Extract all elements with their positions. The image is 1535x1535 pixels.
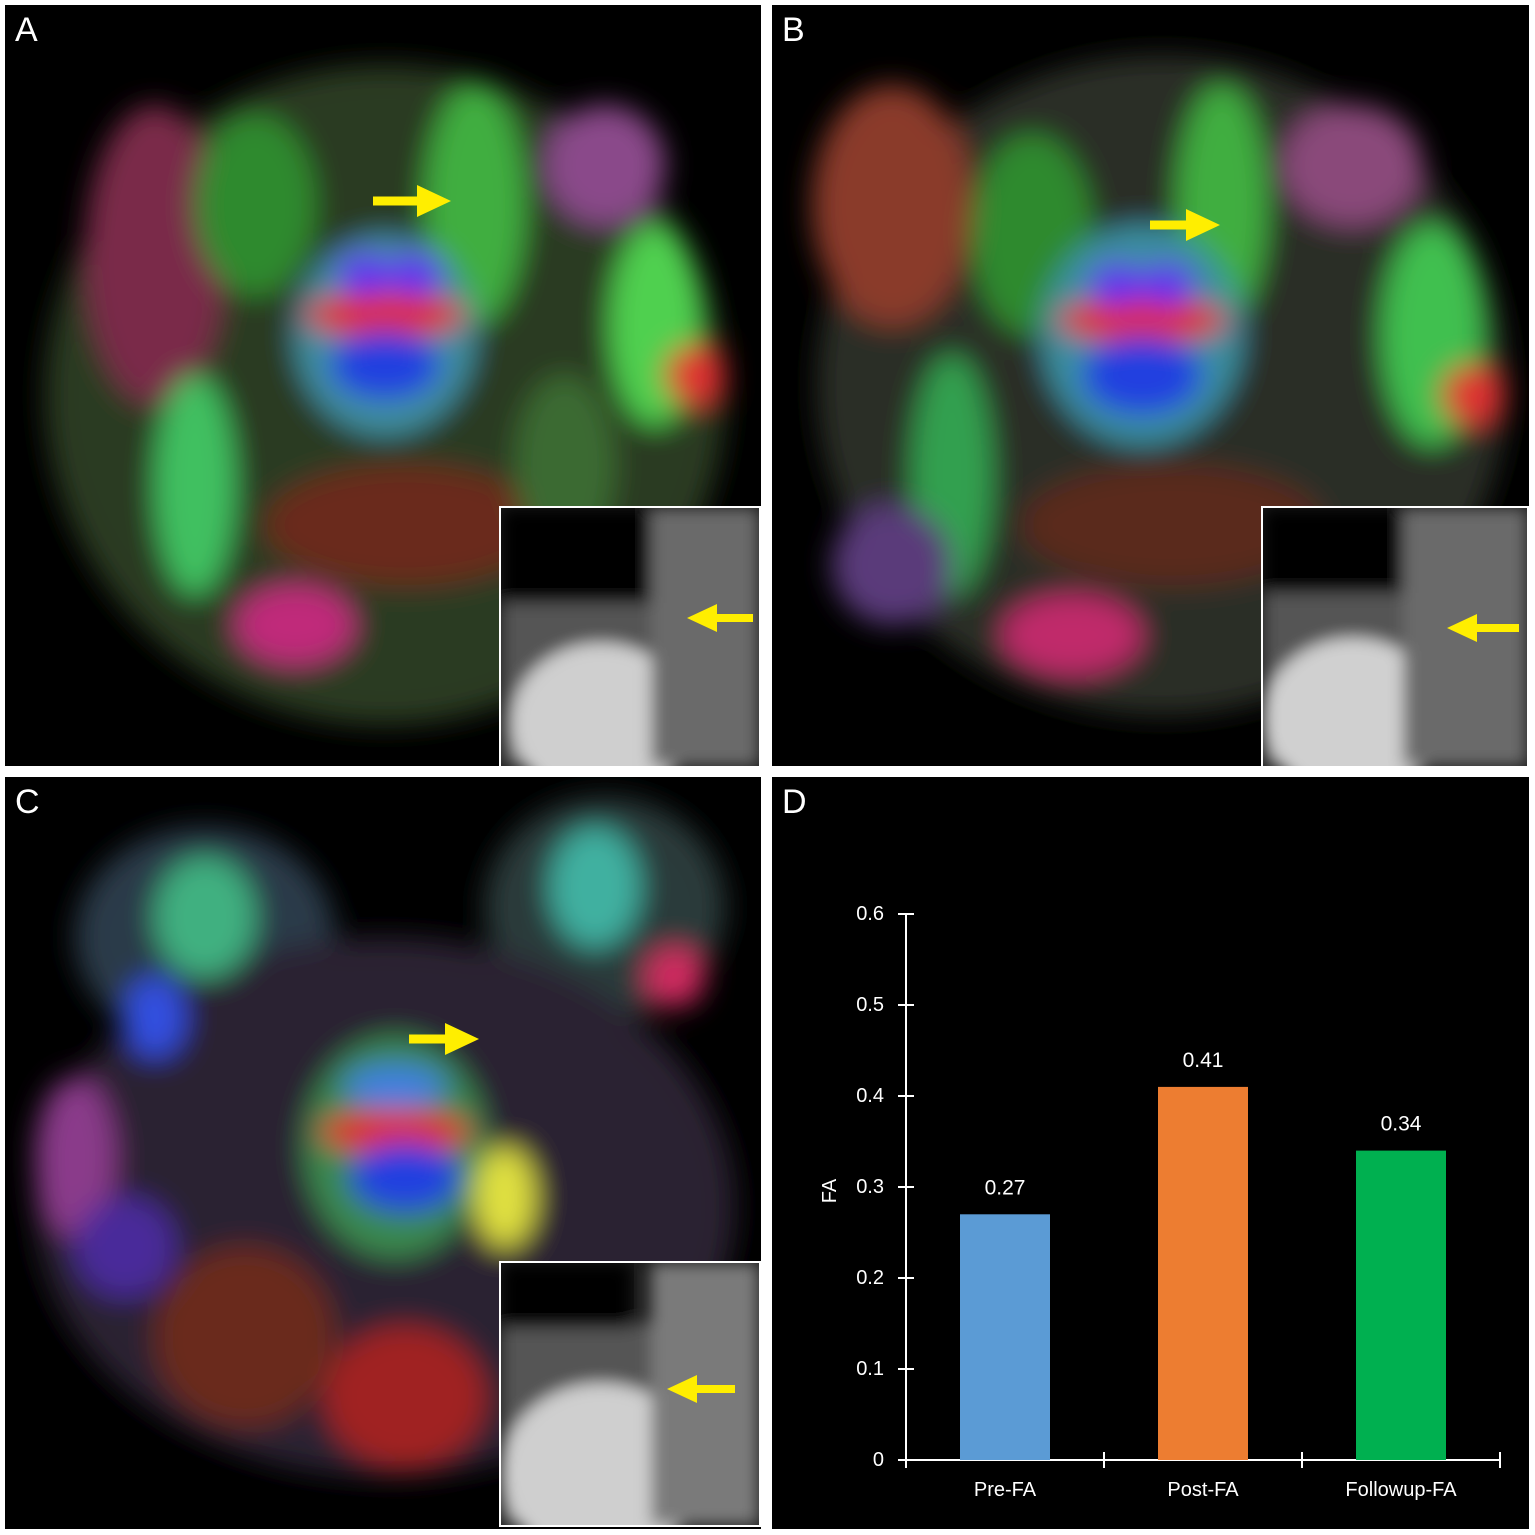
bar-pre-fa	[960, 1214, 1050, 1460]
panel-b-dti-map: B	[772, 5, 1529, 766]
panel-label-a: A	[15, 11, 38, 49]
inset-arrow-b	[1447, 614, 1519, 642]
inset-arrow-c	[667, 1375, 735, 1403]
y-axis: 0 0.1 0.2 0.3 0.4 0.5 0.6	[856, 903, 914, 1471]
arrow-marker-c	[409, 1023, 479, 1055]
y-tick-label: 0.3	[856, 1176, 884, 1198]
panel-label-b: B	[782, 11, 805, 49]
panel-c-dti-map: C	[5, 777, 761, 1529]
bar-value-label: 0.27	[985, 1176, 1026, 1199]
panel-label-d: D	[782, 783, 807, 821]
y-tick-label: 0.1	[856, 1358, 884, 1380]
fa-bar-chart: 0 0.1 0.2 0.3 0.4 0.5 0.6 Pre-FA Post-FA Followu…	[819, 903, 1501, 1501]
x-tick-label: Pre-FA	[974, 1479, 1037, 1501]
bar-value-label: 0.34	[1381, 1113, 1422, 1136]
y-tick-label: 0	[873, 1449, 884, 1471]
inset-fa-c	[499, 1261, 761, 1527]
dti-colormap-a	[45, 65, 725, 725]
arrow-marker-b	[1150, 209, 1220, 241]
x-tick-label: Post-FA	[1167, 1479, 1239, 1501]
bar-followup-fa	[1356, 1150, 1446, 1460]
bar-value-label: 0.41	[1183, 1049, 1224, 1072]
panel-d-bar-chart: 0 0.1 0.2 0.3 0.4 0.5 0.6 Pre-FA Post-FA Followu…	[772, 777, 1529, 1529]
bar-post-fa	[1158, 1086, 1248, 1460]
y-tick-label: 0.4	[856, 1085, 884, 1107]
y-tick-label: 0.6	[856, 903, 884, 925]
y-tick-label: 0.5	[856, 994, 884, 1016]
inset-fa-b	[1261, 506, 1529, 766]
inset-arrow-a	[687, 604, 753, 632]
arrow-marker-a	[373, 185, 451, 217]
bars: 0.27 0.41 0.34	[960, 1049, 1446, 1460]
panel-a-dti-map: A	[5, 5, 761, 766]
y-axis-label: FA	[819, 1178, 841, 1203]
inset-fa-a	[499, 506, 761, 766]
y-tick-label: 0.2	[856, 1267, 884, 1289]
panel-label-c: C	[15, 783, 40, 821]
x-tick-label: Followup-FA	[1345, 1479, 1457, 1501]
